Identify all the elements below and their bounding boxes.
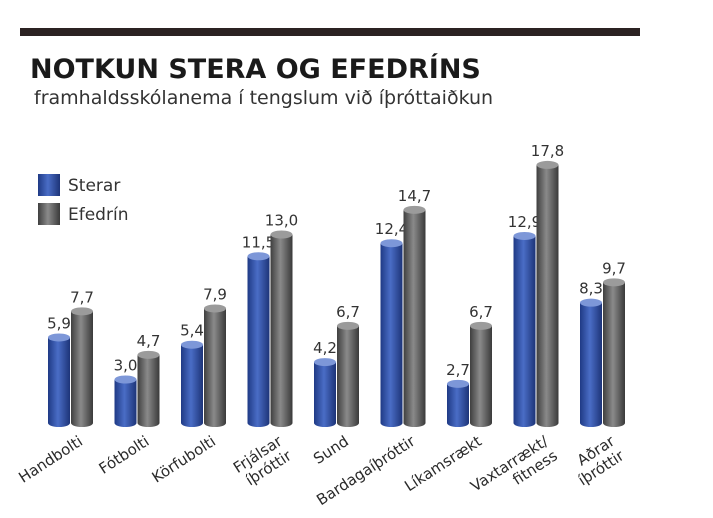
- category-label-a-rar-i-rottir: Aðraríþróttir: [565, 432, 628, 490]
- data-label-efedrin-a-rar-i-rottir: 9,7: [602, 259, 626, 277]
- top-rule: [20, 28, 640, 36]
- bar-sterar-handbolti: [48, 333, 70, 427]
- bar-sterar-sund: [314, 358, 336, 427]
- bar-efedrin-vaxtarr-kt-fitness: [536, 160, 559, 427]
- bar-efedrin-bardagai-rottir: [403, 205, 426, 427]
- category-label-frjalsar-i-rottir: Frjálsaríþróttir: [230, 432, 296, 492]
- legend-swatch-sterar: [38, 174, 60, 196]
- bar-sterar-vaxtarr-kt-fitness: [513, 231, 536, 427]
- category-label-handbolti: Handbolti: [15, 432, 86, 487]
- data-label-sterar-sund: 4,2: [313, 339, 337, 357]
- data-label-efedrin-likamsr-kt: 6,7: [469, 303, 493, 321]
- bar-sterar-likamsr-kt: [447, 379, 469, 427]
- data-label-sterar-likamsr-kt: 2,7: [446, 361, 470, 379]
- data-label-sterar-bardagai-rottir: 12,4: [375, 220, 408, 238]
- data-label-sterar-a-rar-i-rottir: 8,3: [579, 280, 603, 298]
- bar-efedrin-a-rar-i-rottir: [603, 278, 625, 427]
- bar-efedrin-handbolti: [71, 307, 93, 427]
- data-label-efedrin-sund: 6,7: [336, 303, 360, 321]
- category-label-fotbolti: Fótbolti: [96, 432, 153, 478]
- bar-sterar-fotbolti: [114, 375, 137, 427]
- legend-label-efedrin: Efedrín: [68, 205, 128, 225]
- bar-sterar-bardagai-rottir: [380, 239, 403, 427]
- bar-efedrin-frjalsar-i-rottir: [270, 230, 293, 427]
- bars: 5,9 7,7 3,0 4,7 5,4 7,9 11,5 13,0 4,2 6,7 12,4 14,7…: [47, 142, 626, 427]
- data-label-sterar-korfubolti: 5,4: [180, 322, 204, 340]
- data-label-efedrin-handbolti: 7,7: [70, 288, 94, 306]
- legend-label-sterar: Sterar: [68, 176, 120, 196]
- category-label-korfubolti: Körfubolti: [149, 432, 219, 486]
- data-label-efedrin-fotbolti: 4,7: [137, 332, 161, 350]
- bar-efedrin-korfubolti: [204, 304, 226, 427]
- data-label-efedrin-korfubolti: 7,9: [203, 285, 227, 303]
- chart-subtitle: framhaldsskólanema í tengslum við íþrótt…: [34, 87, 493, 109]
- data-label-sterar-vaxtarr-kt-fitness: 12,9: [508, 213, 541, 231]
- data-label-sterar-handbolti: 5,9: [47, 314, 71, 332]
- data-label-efedrin-vaxtarr-kt-fitness: 17,8: [531, 142, 564, 160]
- bar-sterar-frjalsar-i-rottir: [247, 252, 270, 427]
- legend-swatch-efedrin: [38, 203, 60, 225]
- data-label-efedrin-frjalsar-i-rottir: 13,0: [265, 212, 298, 230]
- legend: Sterar Efedrín: [38, 174, 128, 225]
- bar-sterar-a-rar-i-rottir: [580, 298, 602, 427]
- bar-sterar-korfubolti: [181, 340, 203, 427]
- bar-efedrin-fotbolti: [137, 350, 160, 427]
- category-label-sund: Sund: [310, 432, 352, 468]
- chart-title: NOTKUN STERA OG EFEDRÍNS: [30, 53, 481, 85]
- bar-efedrin-likamsr-kt: [470, 321, 492, 427]
- data-label-sterar-fotbolti: 3,0: [114, 357, 138, 375]
- bar-efedrin-sund: [337, 321, 359, 427]
- data-label-efedrin-bardagai-rottir: 14,7: [398, 187, 431, 205]
- data-label-sterar-frjalsar-i-rottir: 11,5: [242, 233, 275, 251]
